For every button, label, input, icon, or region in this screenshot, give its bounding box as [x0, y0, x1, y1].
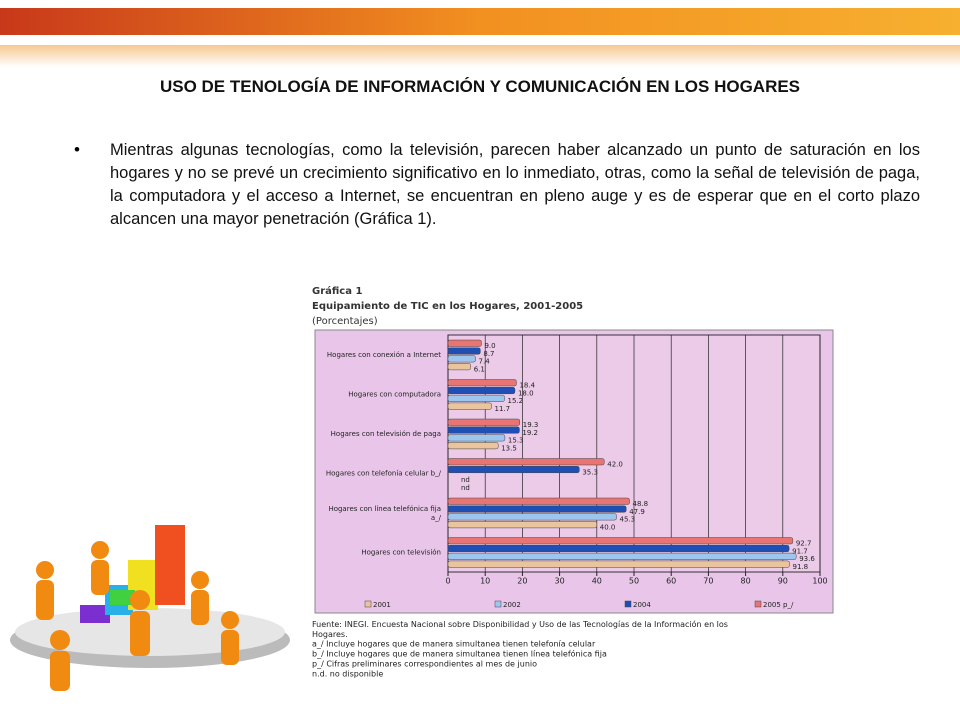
- legend-swatch: [364, 600, 372, 608]
- category-label: Hogares con televisión: [361, 548, 441, 556]
- x-tick-label: 10: [480, 577, 490, 586]
- bar: [447, 394, 505, 402]
- bar: [447, 442, 499, 450]
- bar: [447, 458, 605, 466]
- chart-note: n.d. no disponible: [312, 670, 383, 679]
- category-label: Hogares con computadora: [348, 390, 441, 398]
- category-label: Hogares con línea telefónica fija a_/: [328, 505, 441, 522]
- bar: [447, 497, 630, 505]
- bar: [447, 505, 627, 513]
- x-tick-label: 40: [592, 577, 602, 586]
- bar: [447, 347, 481, 355]
- category-label: Hogares con telefonía celular b_/: [326, 469, 442, 477]
- x-tick-label: 0: [445, 577, 450, 586]
- bar: [447, 363, 471, 371]
- value-label: 47.9: [629, 508, 645, 516]
- bar: [447, 402, 492, 410]
- bar: [447, 521, 598, 529]
- bar: [447, 426, 520, 434]
- value-label: 91.8: [792, 563, 808, 571]
- clipart: [10, 525, 290, 691]
- category-label: Hogares con conexión a Internet: [327, 351, 441, 359]
- chart-note: a_/ Incluye hogares que de manera simult…: [312, 640, 596, 649]
- bar: [447, 434, 506, 442]
- value-label: 42.0: [607, 461, 623, 469]
- value-label: 48.8: [633, 500, 649, 508]
- x-tick-label: 50: [629, 577, 639, 586]
- value-label: 45.3: [620, 516, 636, 524]
- bar: [447, 545, 790, 553]
- x-tick-label: 60: [666, 577, 676, 586]
- value-label: 18.0: [518, 389, 534, 397]
- value-label: 11.7: [495, 405, 511, 413]
- value-label: 18.4: [519, 382, 535, 390]
- slide-title: USO DE TENOLOGÍA DE INFORMACIÓN Y COMUNI…: [159, 77, 801, 96]
- bar: [447, 418, 521, 426]
- chart-note: Fuente: INEGI. Encuesta Nacional sobre D…: [312, 619, 728, 639]
- bar: [447, 560, 790, 568]
- value-label: nd: [461, 484, 470, 492]
- header-band: [0, 8, 960, 35]
- value-label: 40.0: [600, 523, 616, 531]
- value-label: 35.3: [582, 468, 598, 476]
- bar: [447, 379, 517, 387]
- x-tick-label: 80: [741, 577, 751, 586]
- x-tick-label: 90: [778, 577, 788, 586]
- legend-label: 2002: [503, 601, 521, 609]
- bar: [447, 466, 580, 474]
- value-label: 19.3: [523, 421, 539, 429]
- x-tick-label: 70: [703, 577, 713, 586]
- x-tick-label: 20: [517, 577, 527, 586]
- value-label: 8.7: [483, 350, 494, 358]
- value-label: 91.7: [792, 547, 808, 555]
- x-tick-label: 100: [812, 577, 827, 586]
- legend-swatch: [754, 600, 762, 608]
- chart-subtitle: (Porcentajes): [312, 316, 378, 327]
- legend-swatch: [624, 600, 632, 608]
- bar: [447, 339, 482, 347]
- chart-note: p_/ Cifras preliminares correspondientes…: [312, 660, 537, 669]
- value-label: 7.4: [479, 358, 491, 366]
- value-label: 19.2: [522, 429, 538, 437]
- value-label: 92.7: [796, 540, 812, 548]
- value-label: 93.6: [799, 555, 815, 563]
- value-label: 15.2: [508, 397, 524, 405]
- category-label: Hogares con televisión de paga: [331, 430, 441, 438]
- chart-note: b_/ Incluye hogares que de manera simult…: [312, 649, 607, 659]
- chart-label: Gráfica 1: [312, 285, 362, 297]
- value-label: 15.3: [508, 437, 524, 445]
- bullet-text: Mientras algunas tecnologías, como la te…: [110, 141, 920, 228]
- bar: [447, 387, 516, 395]
- legend-label: 2005 p_/: [763, 601, 794, 609]
- bar: [447, 537, 794, 545]
- header-band-light: [0, 45, 960, 67]
- bar: [447, 552, 797, 560]
- bar: [447, 355, 476, 363]
- chart-title: Equipamiento de TIC en los Hogares, 2001…: [312, 301, 583, 312]
- legend-label: 2004: [633, 601, 651, 609]
- value-label: 13.5: [501, 444, 517, 452]
- bar: [447, 513, 617, 521]
- legend-label: 2001: [373, 601, 391, 609]
- value-label: 9.0: [484, 342, 495, 350]
- value-label: nd: [461, 476, 470, 484]
- legend-swatch: [494, 600, 502, 608]
- value-label: 6.1: [474, 365, 485, 373]
- bullet-marker: •: [74, 140, 80, 159]
- x-tick-label: 30: [555, 577, 565, 586]
